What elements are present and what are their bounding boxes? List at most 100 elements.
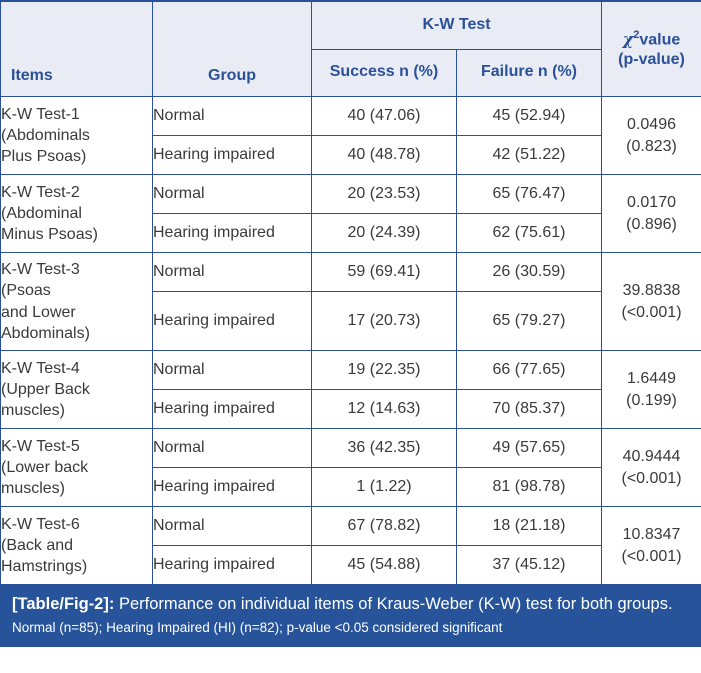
chi-superscript: 2 (633, 29, 640, 42)
group-label-hearing-impaired: Hearing impaired (152, 135, 312, 175)
p-value: (<0.001) (621, 547, 682, 565)
column-header-group: Group (152, 0, 312, 97)
item-label: K-W Test-1 (Abdominals Plus Psoas) (0, 96, 153, 175)
kw-test-results-table: Items Group K-W Test χ2value (p-value) S… (0, 0, 701, 585)
success-value: 20 (24.39) (311, 213, 457, 253)
p-value-label: (p-value) (618, 50, 685, 68)
p-value: (<0.001) (621, 303, 682, 321)
success-value: 40 (47.06) (311, 96, 457, 136)
column-header-success: Success n (%) (311, 48, 457, 98)
success-value: 67 (78.82) (311, 506, 457, 546)
failure-value: 65 (79.27) (455, 291, 603, 351)
group-label-normal: Normal (152, 96, 312, 136)
group-label-hearing-impaired: Hearing impaired (152, 213, 312, 253)
chi-square-and-p-value: 10.8347 (<0.001) (601, 506, 701, 585)
item-label: K-W Test-5 (Lower back muscles) (0, 428, 153, 507)
table-row: K-W Test-3 (Psoas and Lower Abdominals) … (0, 252, 701, 351)
item-line: (Back and (1, 536, 74, 554)
column-header-items: Items (0, 0, 153, 97)
success-value: 19 (22.35) (311, 350, 457, 390)
table-row: K-W Test-5 (Lower back muscles) Normal 3… (0, 428, 701, 507)
table-row: K-W Test-2 (Abdominal Minus Psoas) Norma… (0, 174, 701, 253)
table-row: Hearing impaired 40 (48.78) 42 (51.22) (1, 135, 701, 175)
failure-value: 18 (21.18) (455, 506, 603, 546)
table-body: K-W Test-1 (Abdominals Plus Psoas) Norma… (0, 96, 701, 585)
item-line: K-W Test-3 (1, 261, 80, 279)
failure-value: 26 (30.59) (455, 252, 603, 292)
chi-square-and-p-value: 39.8838 (<0.001) (601, 252, 701, 351)
item-line: K-W Test-2 (1, 183, 80, 201)
group-label-normal: Normal (152, 174, 312, 214)
failure-value: 45 (52.94) (455, 96, 603, 136)
item-label: K-W Test-3 (Psoas and Lower Abdominals) (0, 252, 153, 351)
item-line: Hamstrings) (1, 558, 88, 576)
success-value: 40 (48.78) (311, 135, 457, 175)
item-label: K-W Test-4 (Upper Back muscles) (0, 350, 153, 429)
table-row: K-W Test-4 (Upper Back muscles) Normal 1… (0, 350, 701, 429)
item-line: and Lower (1, 303, 76, 321)
item-line: (Abdominal (1, 204, 82, 222)
item-label: K-W Test-2 (Abdominal Minus Psoas) (0, 174, 153, 253)
success-value: 36 (42.35) (311, 428, 457, 468)
group-label-hearing-impaired: Hearing impaired (152, 467, 312, 507)
item-line: K-W Test-6 (1, 515, 80, 533)
item-line: Plus Psoas) (1, 148, 87, 166)
failure-value: 65 (76.47) (455, 174, 603, 214)
success-value: 12 (14.63) (311, 389, 457, 429)
chi-square-value: 0.0170 (627, 194, 676, 212)
group-label-hearing-impaired: Hearing impaired (152, 389, 312, 429)
table-row: Hearing impaired 17 (20.73) 65 (79.27) (1, 291, 701, 351)
failure-value: 81 (98.78) (455, 467, 603, 507)
caption-footnote: Normal (n=85); Hearing Impaired (HI) (n=… (12, 620, 503, 636)
failure-value: 62 (75.61) (455, 213, 603, 253)
table-row: K-W Test-6 (Back and Hamstrings) Normal … (0, 506, 701, 585)
chi-square-value: 40.9444 (622, 448, 681, 466)
failure-value: 42 (51.22) (455, 135, 603, 175)
chi-square-value: 1.6449 (627, 370, 676, 388)
table-row: K-W Test-1 (Abdominals Plus Psoas) Norma… (0, 96, 701, 175)
item-line: muscles) (1, 402, 66, 420)
p-value: (0.896) (626, 215, 677, 233)
group-label-normal: Normal (152, 252, 312, 292)
header-row-top: Items Group K-W Test χ2value (p-value) (0, 0, 701, 97)
group-label-hearing-impaired: Hearing impaired (152, 545, 312, 585)
caption-main-text: [Table/Fig-2]: Performance on individual… (12, 594, 689, 615)
chi-square-and-p-value: 1.6449 (0.199) (601, 350, 701, 429)
group-label-hearing-impaired: Hearing impaired (152, 291, 312, 351)
caption-description: Performance on individual items of Kraus… (114, 595, 673, 613)
column-header-kw-test: K-W Test (310, 0, 603, 50)
group-label-normal: Normal (152, 350, 312, 390)
table-row: Hearing impaired 45 (54.88) 37 (45.12) (1, 545, 701, 585)
p-value: (0.823) (626, 137, 677, 155)
caption-tag: [Table/Fig-2]: (12, 595, 115, 613)
success-value: 1 (1.22) (311, 467, 457, 507)
chi-symbol: χ (622, 29, 634, 49)
item-label: K-W Test-6 (Back and Hamstrings) (0, 506, 153, 585)
group-label-normal: Normal (152, 428, 312, 468)
chi-square-value: 10.8347 (622, 526, 681, 544)
table-row: Hearing impaired 20 (24.39) 62 (75.61) (1, 213, 701, 253)
success-value: 20 (23.53) (311, 174, 457, 214)
p-value: (<0.001) (621, 469, 682, 487)
group-label-normal: Normal (152, 506, 312, 546)
item-line: (Psoas (1, 282, 51, 300)
header-row-sub: Success n (%) Failure n (%) (1, 48, 701, 98)
item-line: K-W Test-1 (1, 105, 80, 123)
chi-square-value: 39.8838 (622, 282, 681, 300)
chi-value-label: value (639, 31, 681, 49)
item-line: (Abdominals (1, 126, 90, 144)
success-value: 59 (69.41) (311, 252, 457, 292)
p-value: (0.199) (626, 391, 677, 409)
success-value: 17 (20.73) (311, 291, 457, 351)
success-value: 45 (54.88) (311, 545, 457, 585)
failure-value: 49 (57.65) (455, 428, 603, 468)
chi-square-and-p-value: 40.9444 (<0.001) (601, 428, 701, 507)
failure-value: 70 (85.37) (455, 389, 603, 429)
table-row: Hearing impaired 1 (1.22) 81 (98.78) (1, 467, 701, 507)
chi-square-and-p-value: 0.0496 (0.823) (601, 96, 701, 175)
chi-square-and-p-value: 0.0170 (0.896) (601, 174, 701, 253)
failure-value: 66 (77.65) (455, 350, 603, 390)
item-line: K-W Test-5 (1, 437, 80, 455)
failure-value: 37 (45.12) (455, 545, 603, 585)
chi-square-value: 0.0496 (627, 116, 676, 134)
